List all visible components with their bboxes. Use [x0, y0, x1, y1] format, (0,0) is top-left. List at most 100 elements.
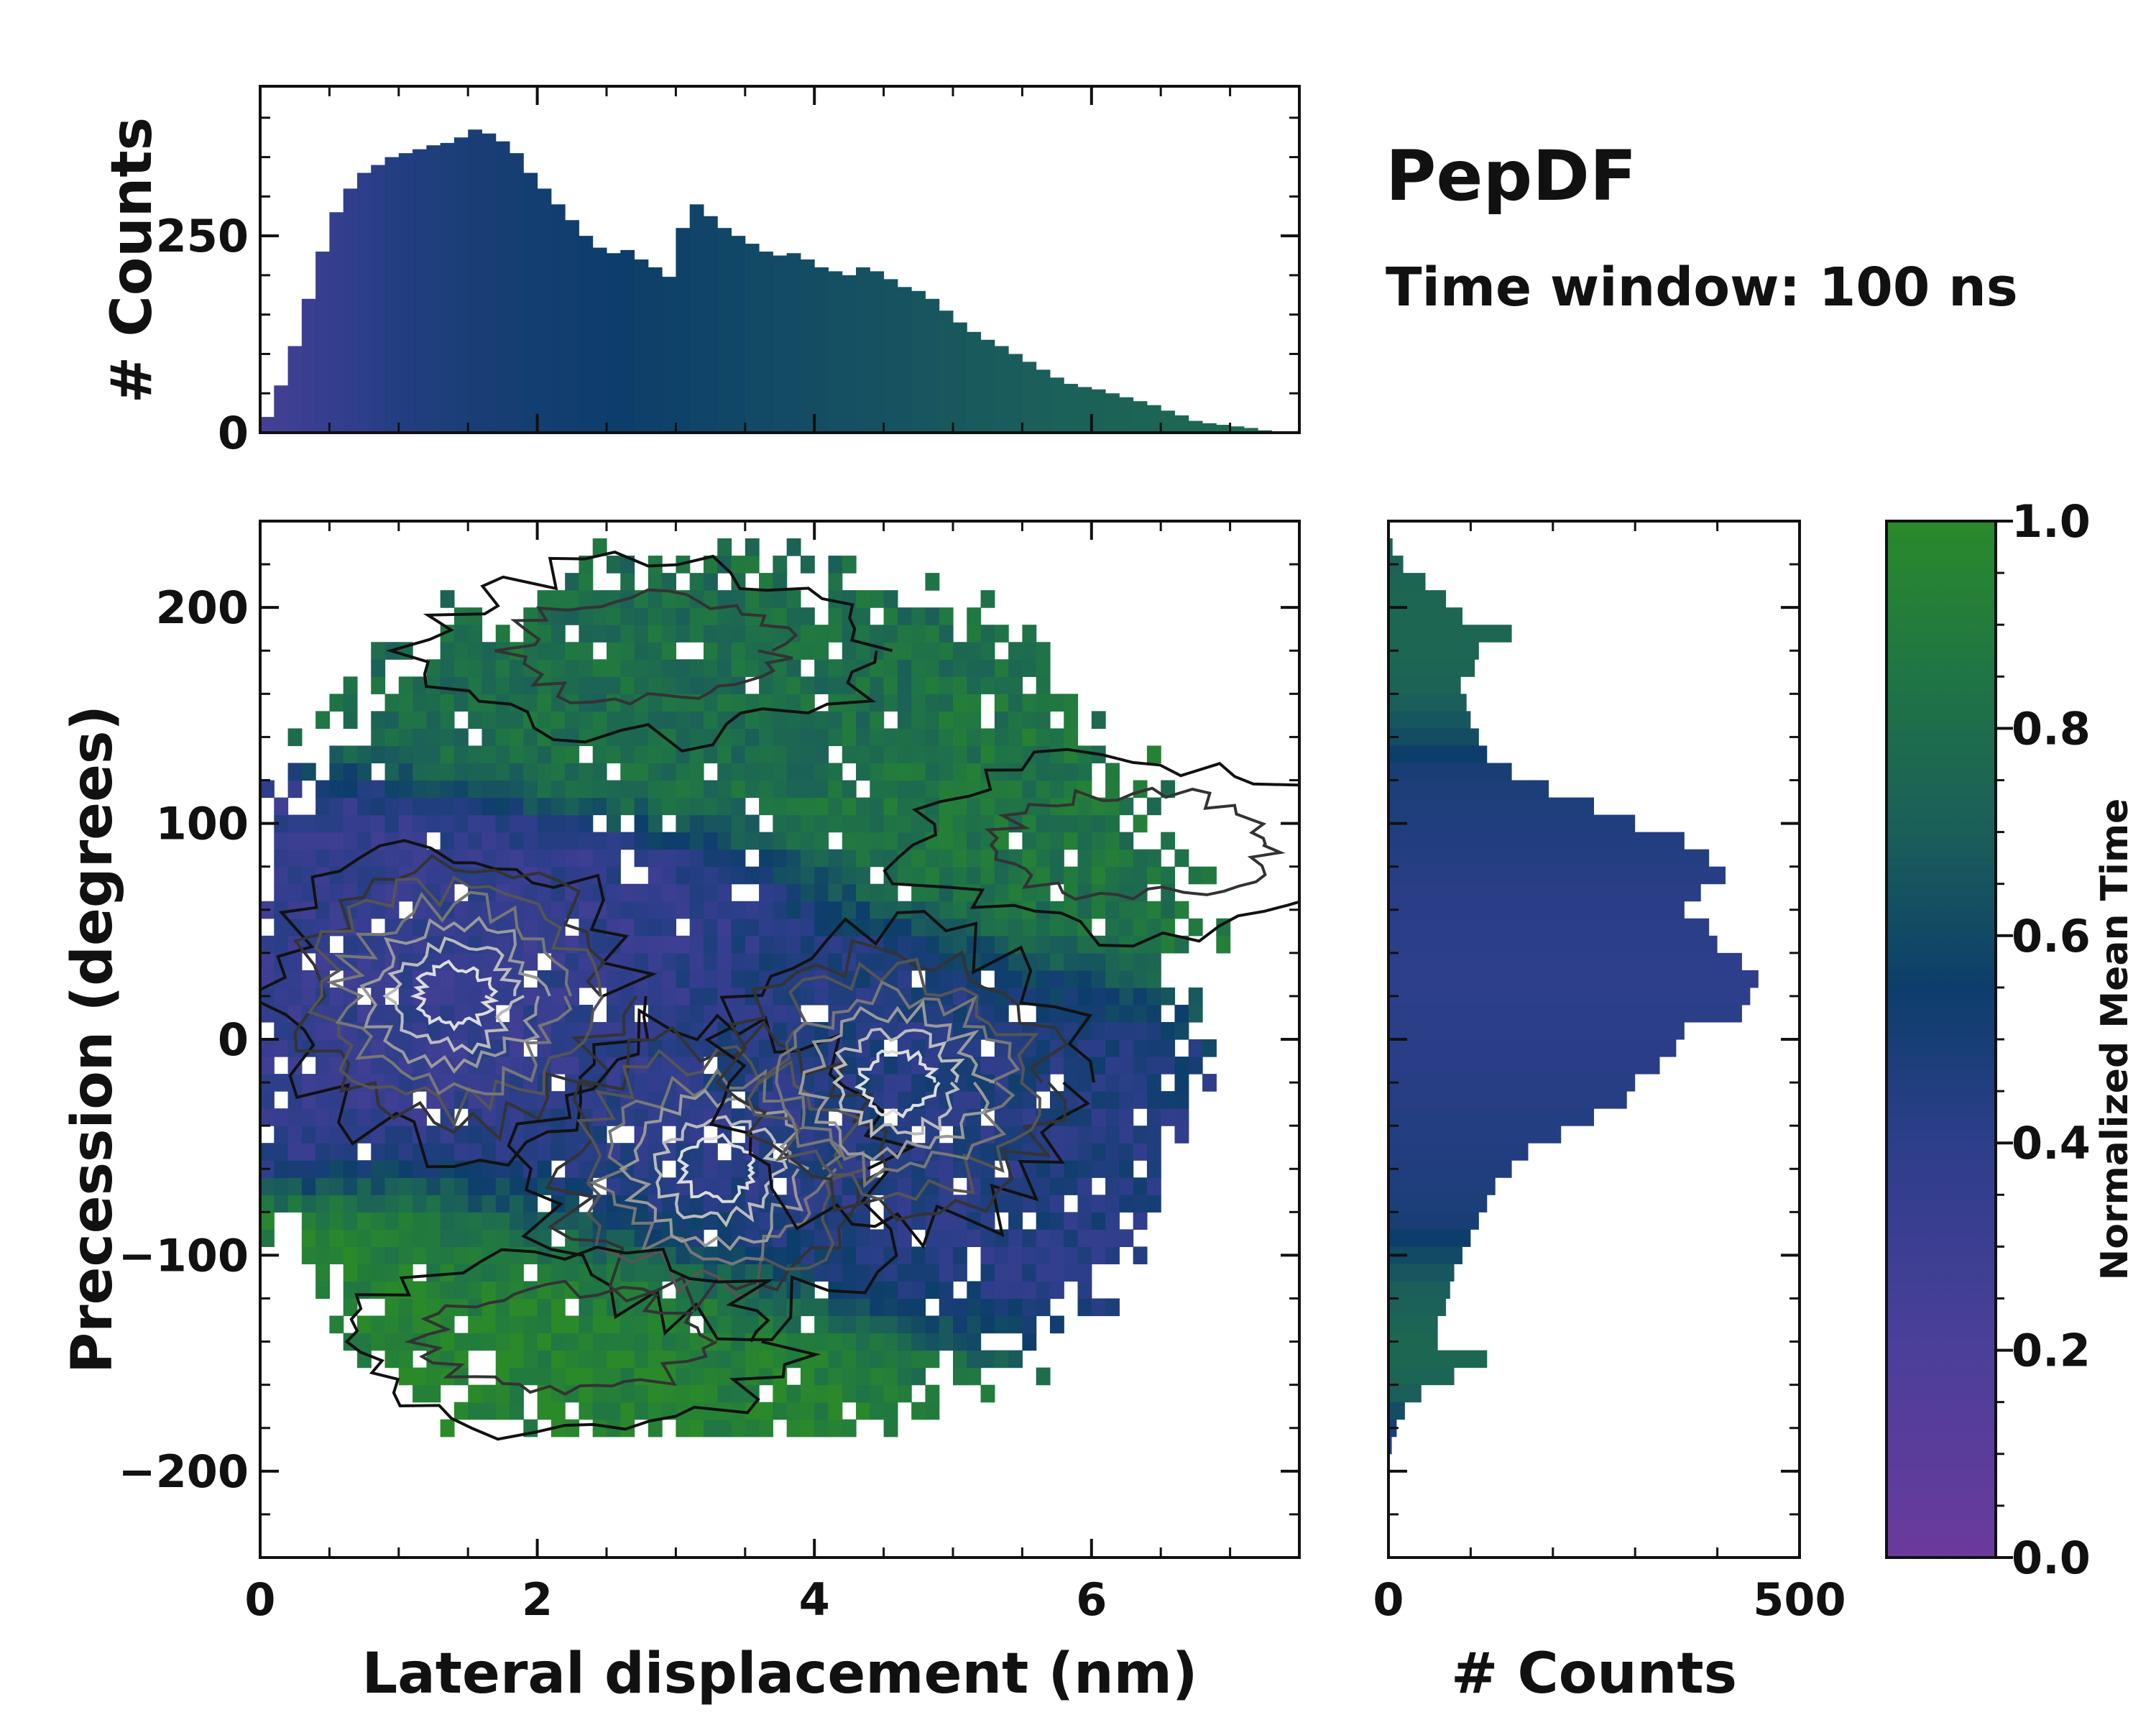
heatmap-cell [662, 935, 676, 954]
heatmap-cell [689, 763, 704, 781]
heatmap-cell [523, 1315, 538, 1334]
heatmap-cell [731, 918, 746, 937]
heatmap-cell [689, 1419, 704, 1438]
heatmap-cell [1119, 1039, 1134, 1057]
heatmap-cell [925, 1091, 940, 1109]
heatmap-cell [1008, 1264, 1023, 1282]
heatmap-cell [994, 659, 1009, 677]
heatmap-cell [745, 814, 760, 833]
heatmap-cell [842, 728, 857, 747]
heatmap-cell [676, 832, 691, 850]
heatmap-cell [301, 1108, 316, 1126]
heatmap-cell [911, 659, 926, 677]
heatmap-cell [842, 780, 857, 799]
heatmap-cell [1202, 866, 1217, 885]
top-histogram-bar [371, 165, 386, 433]
heatmap-cell [620, 901, 635, 919]
heatmap-cell [689, 1160, 704, 1178]
heatmap-cell [953, 901, 967, 919]
heatmap-cell [510, 676, 524, 694]
heatmap-cell [579, 1402, 594, 1420]
heatmap-cell [565, 970, 580, 988]
heatmap-cell [510, 814, 524, 833]
top-histogram-bar [634, 259, 649, 433]
heatmap-cell [939, 694, 954, 712]
top-histogram-bar [315, 252, 330, 433]
heatmap-cell [939, 625, 954, 643]
heatmap-cell [759, 1143, 773, 1161]
heatmap-cell [1064, 987, 1079, 1006]
heatmap-cell [994, 1281, 1009, 1300]
heatmap-cell [579, 573, 594, 591]
heatmap-cell [925, 1177, 940, 1195]
heatmap-cell [648, 797, 663, 816]
heatmap-cell [440, 987, 455, 1006]
heatmap-cell [925, 970, 940, 988]
heatmap-cell [676, 1195, 691, 1213]
heatmap-cell [356, 814, 372, 833]
heatmap-cell [759, 676, 773, 694]
heatmap-cell [897, 711, 912, 729]
heatmap-cell [426, 814, 441, 833]
heatmap-cell [482, 659, 497, 677]
heatmap-cell [565, 642, 580, 660]
heatmap-cell [592, 676, 607, 694]
heatmap-cell [1049, 1195, 1064, 1213]
heatmap-cell [911, 901, 926, 919]
heatmap-cell [495, 1212, 510, 1230]
heatmap-cell [1036, 849, 1051, 868]
heatmap-cell [842, 883, 857, 902]
heatmap-cell [260, 1143, 275, 1161]
heatmap-cell [523, 728, 538, 747]
heatmap-cell [800, 625, 815, 643]
heatmap-cell [592, 1057, 607, 1075]
heatmap-cell [287, 1177, 303, 1195]
right-x-tick-label: 0 [1373, 1573, 1404, 1626]
heatmap-cell [1008, 659, 1023, 677]
heatmap-cell [800, 556, 815, 574]
heatmap-cell [856, 1333, 870, 1351]
heatmap-cell [897, 1126, 912, 1144]
heatmap-cell [717, 642, 732, 660]
right-histogram-bar [1388, 797, 1594, 816]
heatmap-cell [482, 952, 497, 971]
heatmap-cell [689, 625, 704, 643]
heatmap-cell [883, 1281, 898, 1300]
heatmap-cell [579, 1021, 594, 1040]
heatmap-cell [759, 780, 773, 799]
heatmap-cell [814, 1229, 829, 1247]
heatmap-cell [786, 901, 801, 919]
heatmap-cell [648, 987, 663, 1006]
heatmap-cell [592, 1091, 607, 1109]
heatmap-cell [565, 607, 580, 625]
heatmap-cell [662, 1384, 676, 1403]
heatmap-cell [1008, 642, 1023, 660]
heatmap-cell [828, 987, 843, 1006]
heatmap-cell [468, 901, 483, 919]
heatmap-cell [510, 832, 524, 850]
heatmap-cell [814, 1298, 829, 1317]
heatmap-cell [413, 1246, 427, 1265]
heatmap-cell [550, 711, 566, 729]
heatmap-cell [1105, 1126, 1120, 1144]
heatmap-cell [1091, 952, 1106, 971]
heatmap-cell [537, 711, 552, 729]
heatmap-cell [329, 780, 344, 799]
heatmap-cell [648, 1350, 663, 1368]
heatmap-cell [703, 1298, 718, 1317]
heatmap-cell [453, 952, 469, 971]
heatmap-cell [953, 711, 967, 729]
heatmap-cell [565, 866, 580, 885]
top-histogram-bar [1064, 384, 1079, 433]
heatmap-cell [870, 1298, 885, 1317]
heatmap-cell [676, 780, 691, 799]
heatmap-cell [260, 780, 275, 799]
heatmap-cell [731, 728, 746, 747]
heatmap-cell [745, 1004, 760, 1023]
heatmap-cell [592, 952, 607, 971]
heatmap-cell [1202, 1074, 1217, 1092]
heatmap-cell [1146, 1039, 1161, 1057]
heatmap-cell [980, 797, 995, 816]
heatmap-cell [565, 952, 580, 971]
heatmap-cell [759, 1212, 773, 1230]
